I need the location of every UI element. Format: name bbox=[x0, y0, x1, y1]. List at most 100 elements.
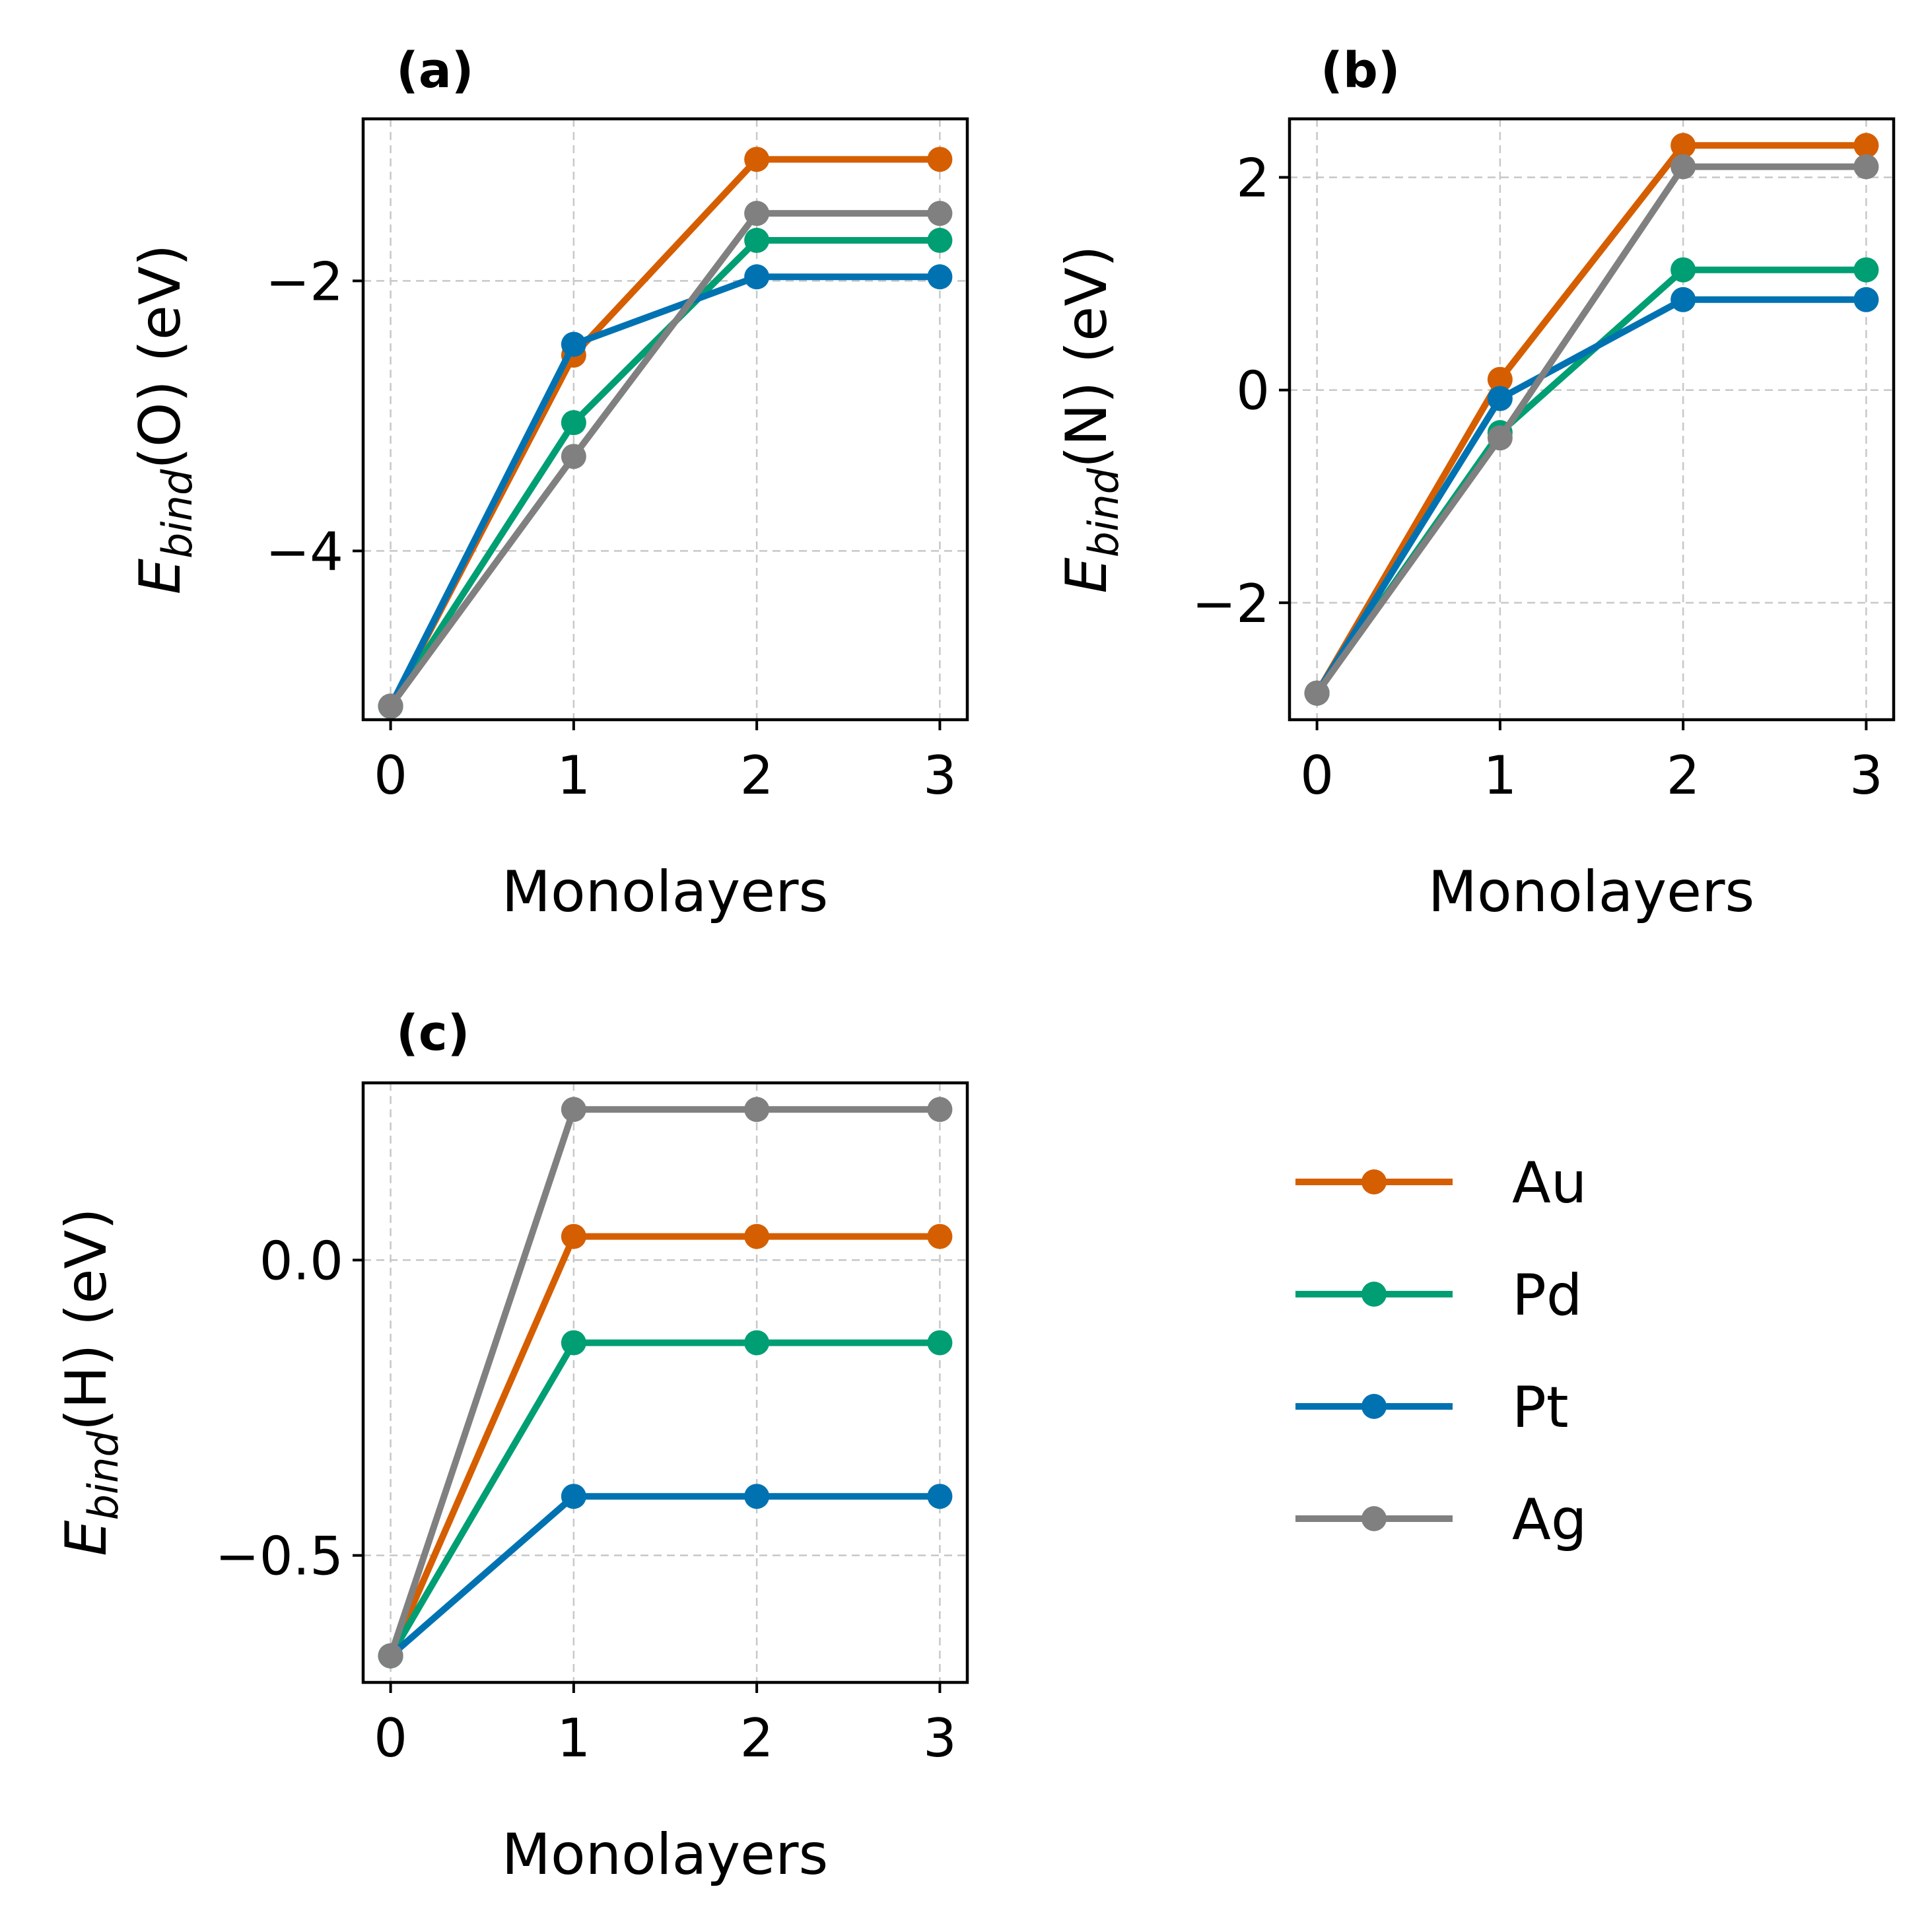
panel-c-point-au-2 bbox=[744, 1224, 770, 1249]
panel-c-point-pt-3 bbox=[927, 1484, 953, 1509]
panel-b-title: (b) bbox=[1321, 42, 1400, 99]
panel-b-ylabel-var: E bbox=[1054, 557, 1120, 594]
panel-a-point-au-2 bbox=[744, 147, 770, 172]
panel-a-ytick-label-0: −4 bbox=[265, 521, 343, 582]
panel-a-ytick-label-1: −2 bbox=[265, 251, 343, 312]
legend-marker-au bbox=[1361, 1169, 1387, 1194]
panel-b-line-ag bbox=[1313, 163, 1870, 697]
panel-c-ylabel-var: E bbox=[53, 1520, 120, 1556]
panel-b-line-pd bbox=[1313, 266, 1870, 697]
panel-b: (b) 0 1 2 3 −2 0 2 Monolayers Ebind(N) (eV) bbox=[1054, 42, 1896, 925]
panel-b-ytick-label-2: 2 bbox=[1236, 148, 1270, 209]
panel-c-ylabel-sub: bind bbox=[79, 1431, 127, 1521]
panel-b-point-ag-3 bbox=[1853, 154, 1879, 180]
legend-label-pt: Pt bbox=[1512, 1375, 1569, 1441]
panel-b-point-ag-1 bbox=[1487, 425, 1513, 451]
panel-a-point-pt-3 bbox=[927, 264, 953, 290]
panel-c-grid bbox=[363, 1083, 967, 1682]
panel-c: (c) 0 1 2 3 −0.5 0.0 Monolayers Ebind(H) (eV) bbox=[53, 1005, 969, 1888]
panel-b-frame bbox=[1288, 117, 1896, 722]
panel-a: (a) 0 1 2 3 −4 −2 Monolayers Ebind(O) (eV) bbox=[127, 42, 969, 925]
panel-b-xtick-label-1: 1 bbox=[1483, 745, 1517, 806]
panel-c-point-pt-1 bbox=[561, 1484, 586, 1509]
panel-c-title: (c) bbox=[396, 1005, 470, 1062]
panel-c-point-pd-2 bbox=[744, 1330, 770, 1356]
panel-b-point-pd-3 bbox=[1853, 257, 1879, 283]
panel-c-point-ag-0 bbox=[378, 1643, 403, 1669]
panel-c-point-pt-2 bbox=[744, 1484, 770, 1509]
panel-a-ticks: 0 1 2 3 −4 −2 bbox=[265, 251, 957, 806]
panel-b-xtick-label-0: 0 bbox=[1300, 745, 1334, 806]
panel-c-point-ag-2 bbox=[744, 1097, 770, 1122]
panel-c-xlabel: Monolayers bbox=[502, 1822, 829, 1888]
panel-a-point-pd-3 bbox=[927, 228, 953, 254]
panel-a-title: (a) bbox=[396, 42, 474, 99]
panel-b-line-pt bbox=[1313, 296, 1870, 697]
panel-b-point-ag-2 bbox=[1670, 154, 1696, 180]
panel-a-series bbox=[378, 147, 953, 719]
legend-label-au: Au bbox=[1512, 1150, 1587, 1216]
panel-a-grid bbox=[363, 119, 967, 720]
panel-c-frame bbox=[361, 1081, 969, 1684]
panel-b-xtick-label-2: 2 bbox=[1667, 745, 1700, 806]
panel-a-ylabel: Ebind(O) (eV) bbox=[127, 244, 201, 595]
panel-b-ylabel-rest: (N) (eV) bbox=[1054, 245, 1120, 468]
panel-b-point-au-3 bbox=[1853, 133, 1879, 158]
panel-c-ticks: 0 1 2 3 −0.5 0.0 bbox=[215, 1230, 957, 1769]
panel-c-xtick-label-3: 3 bbox=[923, 1708, 957, 1769]
panel-b-point-au-2 bbox=[1670, 133, 1696, 158]
panel-a-point-pd-1 bbox=[561, 410, 586, 436]
panel-a-point-ag-2 bbox=[744, 201, 770, 226]
panel-c-line-pt bbox=[387, 1493, 944, 1659]
panel-a-xtick-label-1: 1 bbox=[557, 745, 590, 806]
panel-b-ytick-label-1: 0 bbox=[1236, 361, 1270, 422]
panel-b-point-pt-1 bbox=[1487, 386, 1513, 411]
panel-a-point-pt-1 bbox=[561, 331, 586, 357]
panel-b-point-au-1 bbox=[1487, 366, 1513, 392]
panel-b-ticks: 0 1 2 3 −2 0 2 bbox=[1192, 148, 1883, 806]
panel-a-xtick-label-0: 0 bbox=[374, 745, 407, 806]
panel-b-grid bbox=[1290, 119, 1894, 720]
panel-a-line-ag bbox=[387, 210, 944, 710]
panel-b-point-pd-2 bbox=[1670, 257, 1696, 283]
panel-c-line-au bbox=[387, 1233, 944, 1659]
panel-a-ylabel-rest: (O) (eV) bbox=[127, 244, 193, 469]
panel-c-point-pd-1 bbox=[561, 1330, 586, 1356]
panel-c-series bbox=[378, 1097, 953, 1669]
panel-b-xlabel: Monolayers bbox=[1428, 859, 1755, 925]
panel-b-ylabel: Ebind(N) (eV) bbox=[1054, 245, 1128, 593]
panel-a-xlabel: Monolayers bbox=[502, 859, 829, 925]
panel-a-frame bbox=[361, 117, 969, 722]
panel-c-xtick-label-1: 1 bbox=[557, 1708, 590, 1769]
panel-c-point-ag-3 bbox=[927, 1097, 953, 1122]
panel-c-ytick-label-1: 0.0 bbox=[259, 1230, 343, 1292]
panel-a-line-pt bbox=[387, 273, 944, 710]
panel-a-point-ag-1 bbox=[561, 444, 586, 469]
legend-label-pd: Pd bbox=[1512, 1262, 1582, 1328]
panel-c-ylabel-rest: (H) (eV) bbox=[53, 1208, 120, 1431]
panel-c-point-au-3 bbox=[927, 1224, 953, 1249]
panel-a-point-pt-2 bbox=[744, 264, 770, 290]
panel-a-xtick-label-2: 2 bbox=[740, 745, 774, 806]
legend: Au Pd Pt Ag bbox=[1295, 1150, 1587, 1553]
panel-c-point-pd-3 bbox=[927, 1330, 953, 1356]
legend-marker-pt bbox=[1361, 1394, 1387, 1419]
panel-a-point-ag-3 bbox=[927, 201, 953, 226]
panel-c-point-au-1 bbox=[561, 1224, 586, 1249]
panel-a-point-ag-0 bbox=[378, 693, 403, 719]
panel-b-xtick-label-3: 3 bbox=[1849, 745, 1883, 806]
panel-a-xtick-label-3: 3 bbox=[923, 745, 957, 806]
panel-c-line-ag bbox=[387, 1106, 944, 1659]
legend-marker-pd bbox=[1361, 1282, 1387, 1307]
panel-a-point-au-3 bbox=[927, 147, 953, 172]
panel-c-ylabel: Ebind(H) (eV) bbox=[53, 1208, 127, 1556]
panel-c-ytick-label-0: −0.5 bbox=[215, 1526, 343, 1587]
panel-b-ylabel-sub: bind bbox=[1080, 467, 1128, 557]
panel-b-point-ag-0 bbox=[1304, 680, 1330, 706]
panel-b-point-pt-2 bbox=[1670, 287, 1696, 312]
legend-label-ag: Ag bbox=[1512, 1487, 1587, 1553]
panel-c-point-ag-1 bbox=[561, 1097, 586, 1122]
legend-marker-ag bbox=[1361, 1506, 1387, 1531]
panel-a-ylabel-sub: bind bbox=[153, 469, 201, 559]
